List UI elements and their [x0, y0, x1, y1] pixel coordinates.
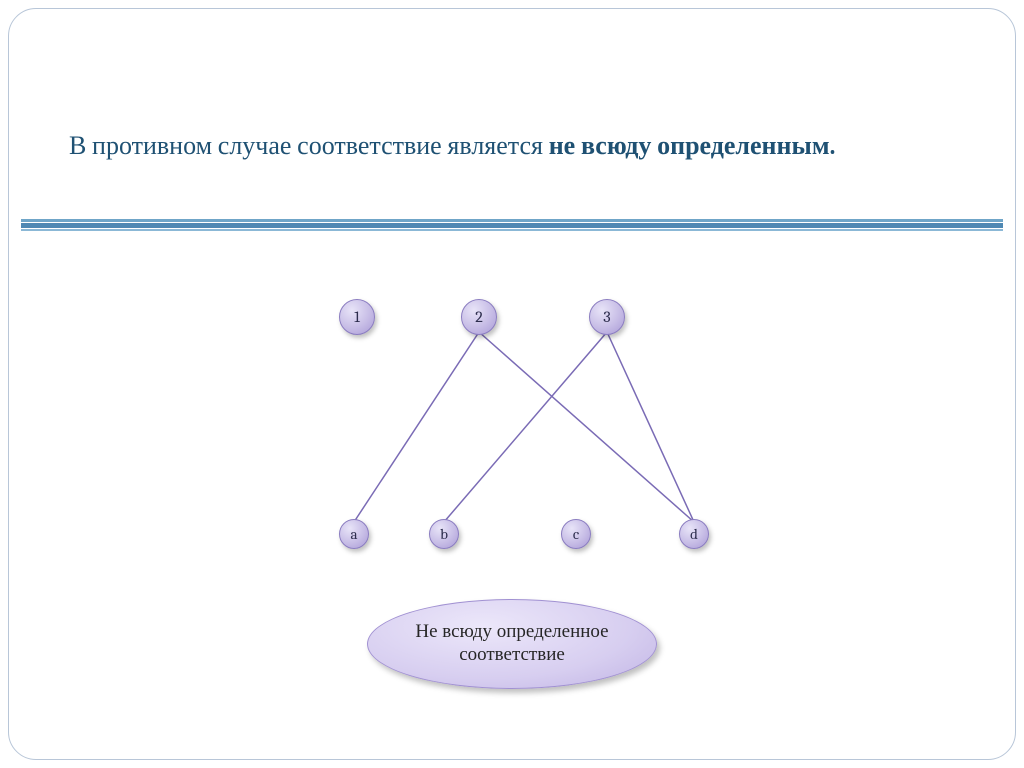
caption-ellipse: Не всюду определенное соответствие — [367, 599, 657, 689]
node-b: b — [429, 519, 459, 549]
slide-frame: В противном случае соответствие является… — [8, 8, 1016, 760]
diagram-edges — [9, 299, 1015, 579]
slide-title: В противном случае соответствие является… — [69, 129, 955, 164]
edge-n2-na — [354, 332, 479, 522]
node-2: 2 — [461, 299, 497, 335]
node-a: a — [339, 519, 369, 549]
node-1: 1 — [339, 299, 375, 335]
title-prefix: В противном случае соответствие является — [69, 131, 549, 161]
title-emphasis: не всюду определенным. — [549, 131, 836, 161]
node-d: d — [679, 519, 709, 549]
bipartite-diagram: 1 2 3 a b c d — [9, 299, 1015, 579]
edge-n3-nb — [444, 332, 607, 522]
node-3: 3 — [589, 299, 625, 335]
edge-n3-nd — [607, 332, 694, 522]
edge-n2-nd — [479, 332, 694, 522]
caption-text: Не всюду определенное соответствие — [392, 621, 632, 667]
node-c: c — [561, 519, 591, 549]
divider-bar — [21, 219, 1003, 231]
